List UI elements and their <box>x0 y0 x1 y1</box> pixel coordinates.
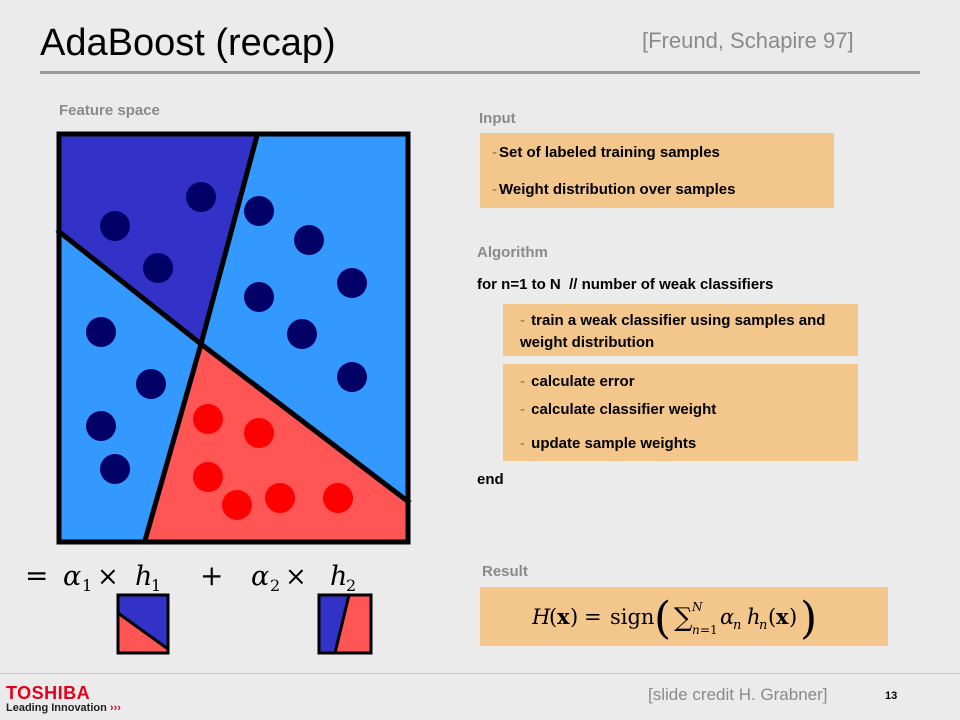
sample-dot-red <box>193 404 223 434</box>
svg-text:x: x <box>557 604 570 629</box>
citation: [Freund, Schapire 97] <box>642 28 854 53</box>
svg-text:2: 2 <box>346 576 356 595</box>
feature-space-label: Feature space <box>59 102 160 119</box>
weighted-sum-formula: = α 1 × h 1 + α 2 × h 2 <box>25 559 356 595</box>
svg-text:x: x <box>776 604 789 629</box>
sample-dot-red <box>323 483 353 513</box>
algorithm-step: - calculate error <box>520 373 635 390</box>
sample-dot-blue <box>100 211 130 241</box>
algorithm-step-box: - train a weak classifier using samples … <box>503 304 858 356</box>
weak-classifier-h2-thumbnail <box>317 593 373 655</box>
sample-dot-blue <box>244 196 274 226</box>
svg-text:α: α <box>251 561 269 592</box>
title-divider <box>40 71 920 74</box>
sample-dot-blue <box>244 282 274 312</box>
svg-text:(: ( <box>768 605 776 629</box>
input-item: - Weight distribution over samples <box>492 181 736 198</box>
page-number: 13 <box>885 690 898 702</box>
svg-text:=: = <box>584 605 602 629</box>
feature-space-frame <box>56 131 411 545</box>
svg-text:α: α <box>720 605 734 629</box>
svg-text:=1: =1 <box>700 623 718 637</box>
sample-dot-blue <box>337 362 367 392</box>
algorithm-step: - update sample weights <box>520 435 697 452</box>
svg-text:sign: sign <box>610 605 654 629</box>
svg-text:2: 2 <box>270 576 280 595</box>
sample-dot-red <box>222 490 252 520</box>
loop-end: end <box>477 471 504 488</box>
feature-space-diagram <box>55 131 412 545</box>
algorithm-step-continued: weight distribution <box>520 334 655 351</box>
toshiba-logo: TOSHIBA <box>6 683 91 703</box>
svg-text:=: = <box>25 559 48 592</box>
svg-text:(: ( <box>654 593 671 643</box>
svg-text:): ) <box>570 605 578 629</box>
boundary-line <box>55 228 203 346</box>
sample-dot-blue <box>100 454 130 484</box>
svg-text:+: + <box>200 559 223 592</box>
svg-text:H: H <box>532 605 551 629</box>
slide-credit: [slide credit H. Grabner] <box>648 685 828 704</box>
loop-header: for n=1 to N // number of weak classifie… <box>477 276 774 293</box>
boundary-line <box>198 131 261 345</box>
slide-title: AdaBoost (recap) <box>40 22 336 64</box>
svg-text:∑: ∑ <box>674 603 693 633</box>
input-item: - Set of labeled training samples <box>492 144 720 161</box>
boundary-line <box>141 343 204 545</box>
svg-text:n: n <box>759 618 767 633</box>
svg-text:1: 1 <box>151 576 161 595</box>
svg-text:α: α <box>63 561 81 592</box>
chevrons-icon: ››› <box>109 702 121 714</box>
sample-dot-blue <box>186 182 216 212</box>
svg-text:N: N <box>691 600 703 614</box>
algorithm-label: Algorithm <box>477 244 548 261</box>
svg-text:h: h <box>135 561 152 592</box>
sample-dot-blue <box>86 411 116 441</box>
sample-dot-blue <box>136 369 166 399</box>
input-label: Input <box>479 110 516 127</box>
final-classifier-formula: H ( x ) = sign ( ∑ N n =1 α n h n ( x ) … <box>532 593 817 643</box>
sample-dot-blue <box>86 317 116 347</box>
input-box: - Set of labeled training samples - Weight… <box>480 133 834 208</box>
svg-text:×: × <box>97 562 119 592</box>
algorithm-step: - train a weak classifier using samples … <box>520 312 826 329</box>
svg-text:(: ( <box>549 605 557 629</box>
brand-tagline: Leading Innovation ››› <box>6 702 121 714</box>
sample-dot-blue <box>294 225 324 255</box>
svg-text:n: n <box>733 618 741 633</box>
algorithm-step: - calculate classifier weight <box>520 401 717 418</box>
svg-text:×: × <box>285 562 307 592</box>
svg-text:1: 1 <box>82 576 92 595</box>
sample-dot-red <box>193 462 223 492</box>
svg-text:h: h <box>330 561 347 592</box>
sample-dot-blue <box>143 253 173 283</box>
sample-dot-blue <box>337 268 367 298</box>
svg-text:n: n <box>692 623 700 637</box>
result-box: H ( x ) = sign ( ∑ N n =1 α n h n ( x ) … <box>480 587 888 646</box>
sample-dot-red <box>265 483 295 513</box>
boundary-line <box>199 342 412 505</box>
result-label: Result <box>482 563 528 580</box>
svg-text:): ) <box>789 605 797 629</box>
weak-classifier-h1-thumbnail <box>116 593 170 655</box>
svg-text:h: h <box>747 605 761 629</box>
svg-text:): ) <box>800 593 817 643</box>
sample-dot-blue <box>287 319 317 349</box>
sample-dot-red <box>244 418 274 448</box>
footer-divider <box>0 673 960 674</box>
algorithm-steps-box: - calculate error - calculate classifier… <box>503 364 858 461</box>
